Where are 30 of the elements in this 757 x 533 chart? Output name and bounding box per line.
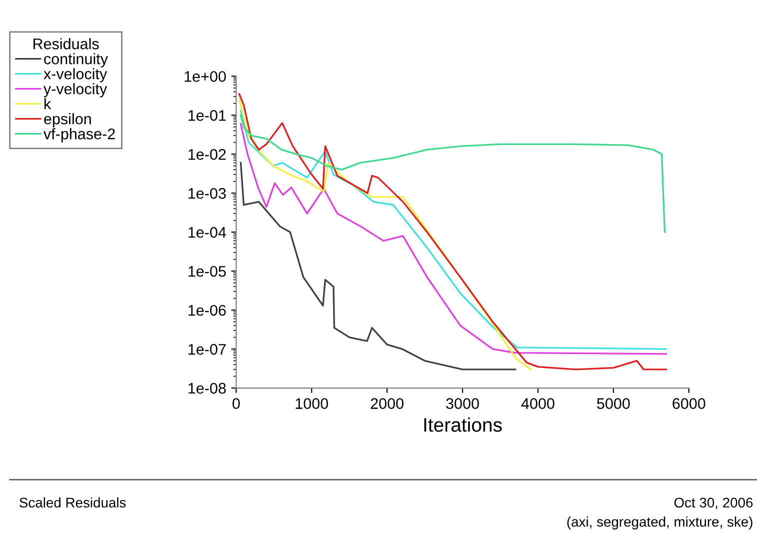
legend-label: k: [44, 98, 52, 110]
text: Scaled Residuals: [20, 497, 126, 508]
y-tick-label: 1e-05: [188, 266, 226, 277]
y-tick-label: 1e-01: [188, 110, 226, 121]
text: Oct 30, 2006: [674, 498, 753, 510]
legend-title: Residuals: [34, 38, 99, 50]
y-tick-label: 1e-07: [188, 344, 226, 355]
y-tick-label: 1e-03: [188, 188, 226, 199]
line-series: [240, 114, 666, 233]
y-tick-label: 1e-08: [188, 382, 226, 394]
y-tick-label: 1e-06: [188, 304, 226, 316]
x-tick-label: 6000: [672, 398, 706, 409]
x-tick-label: 5000: [597, 398, 630, 409]
line-series: [240, 162, 516, 370]
line-series: [238, 98, 532, 370]
x-tick-label: 1000: [296, 398, 328, 409]
x-tick-label: 4000: [521, 398, 554, 409]
legend-label: epsilon: [44, 113, 91, 128]
y-tick-label: 1e+00: [184, 71, 226, 82]
x-tick-label: 0: [232, 398, 240, 409]
legend-label: vf-phase-2: [44, 128, 115, 142]
x-tick-label: 3000: [446, 398, 479, 409]
legend-label: continuity: [44, 53, 108, 68]
legend-label: x-velocity: [44, 68, 108, 82]
y-tick-label: 1e-02: [188, 149, 226, 160]
x-tick-label: 2000: [370, 398, 404, 409]
text: (axi, segregated, mixture, ske): [567, 516, 752, 530]
y-tick-label: 1e-04: [188, 226, 226, 238]
legend-label: y-velocity: [43, 83, 108, 98]
x-axis-title: Iterations: [424, 418, 502, 432]
